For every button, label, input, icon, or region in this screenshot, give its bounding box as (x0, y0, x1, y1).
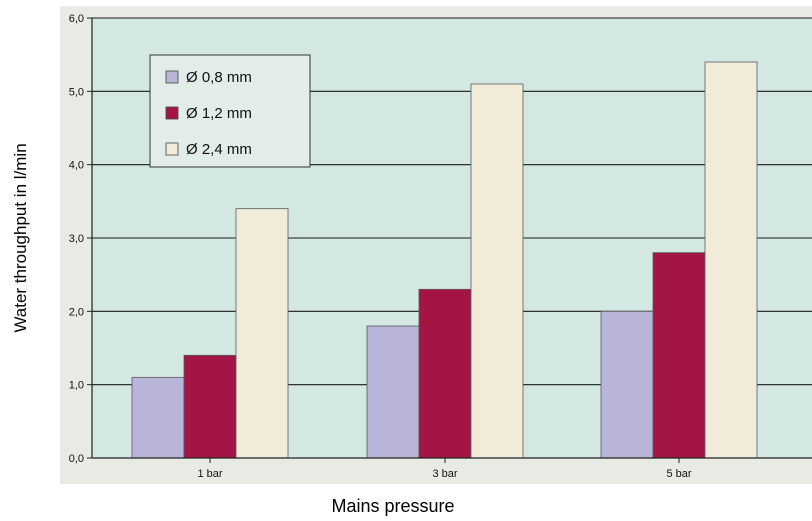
y-tick-label: 5,0 (69, 86, 84, 98)
bar (652, 252, 706, 459)
x-axis-title: Mains pressure (331, 496, 454, 516)
y-axis-ticks: 0,0 1,0 2,0 3,0 4,0 5,0 6,0 (69, 13, 92, 465)
legend: Ø 0,8 mm Ø 1,2 mm Ø 2,4 mm (149, 54, 311, 168)
legend-swatch (165, 70, 179, 84)
y-tick-label: 4,0 (69, 160, 84, 172)
y-tick-label: 0,0 (69, 453, 84, 465)
bar (418, 288, 472, 459)
legend-swatch (165, 106, 179, 120)
y-tick-label: 1,0 (69, 380, 84, 392)
y-axis-title: Water throughput in l/min (11, 143, 30, 332)
bar (366, 325, 420, 459)
legend-label: Ø 2,4 mm (186, 141, 252, 158)
bar (704, 61, 758, 459)
legend-swatch (165, 142, 179, 156)
x-tick-label: 3 bar (432, 468, 457, 480)
x-tick-label: 5 bar (666, 468, 691, 480)
bar (131, 376, 185, 459)
y-tick-label: 2,0 (69, 306, 84, 318)
bar (235, 208, 289, 459)
y-tick-label: 3,0 (69, 233, 84, 245)
x-axis-ticks: 1 bar 3 bar 5 bar (197, 458, 692, 480)
bar (600, 310, 654, 459)
bar (470, 83, 524, 459)
bar (183, 354, 237, 459)
y-tick-label: 6,0 (69, 13, 84, 25)
legend-label: Ø 1,2 mm (186, 105, 252, 122)
bars (131, 61, 758, 459)
x-tick-label: 1 bar (197, 468, 222, 480)
legend-label: Ø 0,8 mm (186, 69, 252, 86)
